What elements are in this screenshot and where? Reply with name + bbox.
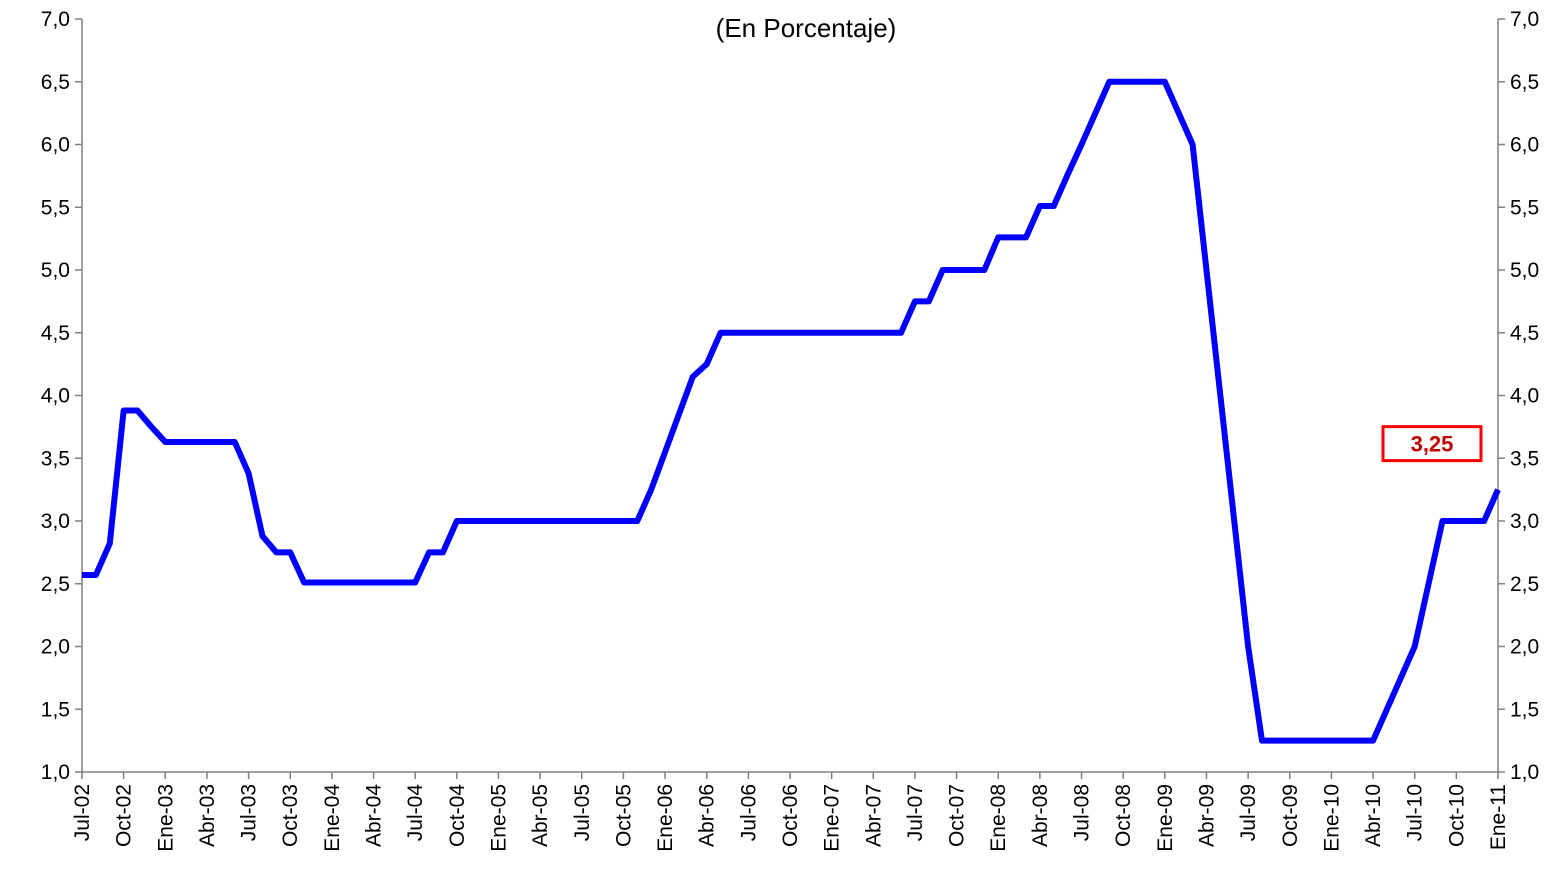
- y-tick-label-left: 4,5: [41, 322, 70, 345]
- x-tick-label: Oct-02: [113, 784, 136, 847]
- y-tick-label-left: 5,5: [41, 196, 70, 219]
- x-tick-label: Jul-02: [71, 784, 94, 841]
- x-tick-label: Ene-11: [1487, 784, 1510, 850]
- y-tick-label-right: 4,0: [1510, 385, 1539, 408]
- y-tick-label-right: 6,5: [1510, 71, 1539, 94]
- y-tick-label-right: 6,0: [1510, 134, 1539, 157]
- y-tick-label-right: 2,5: [1510, 573, 1539, 596]
- y-tick-label-left: 1,5: [41, 698, 70, 721]
- x-tick-label: Ene-07: [821, 784, 844, 852]
- annotation-box: [1381, 425, 1483, 463]
- x-tick-label: Jul-03: [238, 784, 261, 841]
- y-tick-label-right: 1,0: [1510, 761, 1539, 784]
- y-tick-label-left: 5,0: [41, 259, 70, 282]
- x-tick-label: Oct-08: [1112, 784, 1135, 847]
- y-tick-label-right: 2,0: [1510, 636, 1539, 659]
- y-tick-label-left: 2,5: [41, 573, 70, 596]
- annotation-layer: 3,25: [1381, 425, 1483, 463]
- chart-title: (En Porcentaje): [716, 13, 897, 43]
- series-line: [82, 78, 1501, 744]
- x-tick-label: Jul-08: [1071, 784, 1094, 841]
- x-tick-label: Ene-04: [321, 784, 344, 852]
- x-tick-label: Ene-05: [487, 784, 510, 852]
- x-tick-label: Abr-04: [363, 784, 386, 847]
- x-tick-label: Abr-10: [1362, 784, 1385, 847]
- y-tick-label-right: 1,5: [1510, 698, 1539, 721]
- y-tick-label-right: 3,5: [1510, 447, 1539, 470]
- y-tick-label-left: 1,0: [41, 761, 70, 784]
- x-tick-label: Ene-10: [1320, 784, 1343, 852]
- series-layer: [82, 78, 1501, 744]
- x-tick-label: Oct-05: [612, 784, 635, 847]
- x-tick-label: Abr-08: [1029, 784, 1052, 847]
- y-tick-label-right: 5,5: [1510, 196, 1539, 219]
- y-tick-label-right: 7,0: [1510, 8, 1539, 31]
- x-tick-label: Oct-03: [279, 784, 302, 847]
- x-tick-label: Oct-09: [1279, 784, 1302, 847]
- y-tick-label-left: 2,0: [41, 636, 70, 659]
- axes: 1,0 1,0 1,5 1,5 2,0 2,0 2,5 2,5 3,0 3,0 3,5 3,5 4,0 4…: [41, 8, 1539, 852]
- y-tick-label-left: 6,0: [41, 134, 70, 157]
- x-tick-label: Jul-10: [1404, 784, 1427, 841]
- x-tick-label: Ene-06: [654, 784, 677, 852]
- y-tick-label-left: 3,0: [41, 510, 70, 533]
- y-tick-label-left: 7,0: [41, 8, 70, 31]
- x-tick-label: Jul-09: [1237, 784, 1260, 841]
- y-tick-label-right: 5,0: [1510, 259, 1539, 282]
- x-tick-label: Ene-03: [154, 784, 177, 852]
- x-tick-label: Jul-04: [404, 784, 427, 842]
- annotation-label: 3,25: [1411, 432, 1454, 457]
- x-tick-label: Jul-05: [571, 784, 594, 841]
- x-tick-label: Abr-09: [1195, 784, 1218, 847]
- x-tick-label: Abr-05: [529, 784, 552, 847]
- x-tick-label: Oct-10: [1445, 784, 1468, 847]
- y-tick-label-right: 3,0: [1510, 510, 1539, 533]
- x-tick-label: Oct-06: [779, 784, 802, 847]
- x-tick-label: Jul-07: [904, 784, 927, 841]
- x-tick-label: Oct-07: [946, 784, 969, 847]
- x-tick-label: Jul-06: [737, 784, 760, 841]
- x-tick-label: Abr-03: [196, 784, 219, 847]
- y-tick-label-left: 3,5: [41, 447, 70, 470]
- x-tick-label: Ene-08: [987, 784, 1010, 852]
- x-tick-label: Oct-04: [446, 784, 469, 847]
- x-tick-label: Ene-09: [1154, 784, 1177, 852]
- y-tick-label-right: 4,5: [1510, 322, 1539, 345]
- y-tick-label-left: 6,5: [41, 71, 70, 94]
- x-tick-label: Abr-06: [696, 784, 719, 847]
- y-tick-label-left: 4,0: [41, 385, 70, 408]
- x-tick-label: Abr-07: [862, 784, 885, 847]
